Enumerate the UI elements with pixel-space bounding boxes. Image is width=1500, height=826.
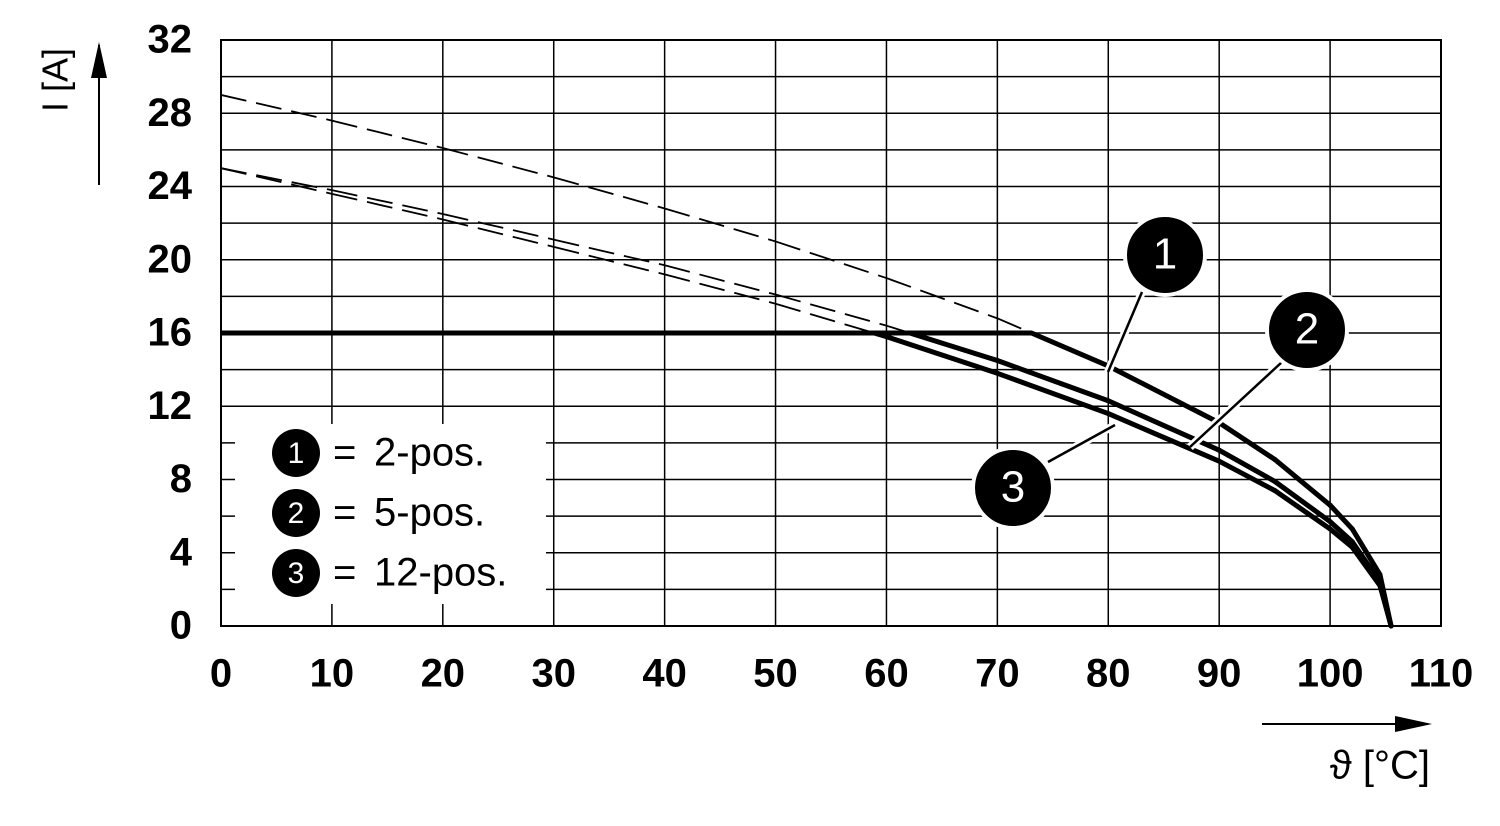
curve-segment [331, 192, 444, 221]
curve-segment [331, 189, 444, 215]
callout-circle [971, 446, 1055, 530]
curve-segment [1105, 363, 1222, 426]
y-tick-label: 12 [148, 384, 193, 428]
y-tick-label: 32 [148, 18, 193, 62]
curve-segment [1028, 330, 1111, 369]
curve-segment [220, 167, 333, 195]
legend-separator: = [333, 551, 356, 595]
legend-circle [272, 549, 320, 597]
curve-segment [994, 370, 1111, 417]
x-tick-label: 10 [310, 652, 355, 696]
callout-circle [1265, 288, 1349, 372]
curve-segment [1349, 526, 1383, 578]
y-tick-label: 16 [148, 311, 193, 355]
y-tick-label: 0 [170, 604, 192, 648]
callout-label: 2 [1295, 305, 1319, 354]
curve-segment [997, 317, 1032, 334]
x-tick-label: 90 [1197, 652, 1242, 696]
plot-frame [220, 39, 1442, 627]
curve-segment [1216, 458, 1278, 493]
curve-segment [442, 218, 554, 248]
callout-circle [1123, 213, 1207, 297]
curve-segment [1327, 519, 1355, 545]
curve-segment [775, 302, 875, 334]
curve-segment [1105, 411, 1222, 464]
legend-marker: 3 [288, 557, 305, 590]
x-axis-label: ϑ [°C] [1330, 744, 1430, 788]
legend-label: 12-pos. [374, 551, 507, 595]
curve-segment [553, 176, 665, 210]
legend-marker: 1 [288, 437, 305, 470]
curve-segment [1272, 456, 1333, 508]
legend-separator: = [333, 431, 356, 475]
curve-segment [1327, 526, 1355, 550]
x-tick-label: 40 [642, 652, 687, 696]
x-tick-label: 20 [421, 652, 466, 696]
y-tick-label: 20 [148, 237, 193, 281]
curve-segment [1216, 447, 1278, 484]
legend-circle [272, 429, 320, 477]
x-tick-label: 80 [1086, 652, 1131, 696]
curve-segment [994, 357, 1111, 404]
curve-segment [1349, 544, 1383, 589]
callout-label: 1 [1153, 230, 1177, 279]
x-arrow-head [1395, 716, 1432, 732]
x-tick-label: 100 [1297, 652, 1364, 696]
x-tick-label: 70 [975, 652, 1020, 696]
curve-segment [1272, 487, 1333, 532]
curve-segment [664, 264, 776, 296]
x-tick-label: 30 [531, 652, 576, 696]
callout-leader [1189, 361, 1283, 448]
curve-segment [775, 293, 887, 327]
curve-segment [907, 330, 1000, 363]
y-arrow-head [91, 42, 107, 78]
y-tick-label: 4 [170, 530, 193, 574]
legend-label: 2-pos. [374, 431, 485, 475]
curve-segment [442, 147, 554, 179]
curve-segment [1216, 420, 1278, 462]
x-tick-label: 50 [753, 652, 798, 696]
curve-segment [1377, 583, 1394, 629]
curve-segment [664, 273, 776, 305]
curve-segment [1327, 502, 1355, 532]
curve-segment [553, 238, 665, 267]
curve-segment [775, 240, 887, 279]
curve-segment [442, 213, 554, 241]
legend-marker: 2 [288, 497, 305, 530]
curve-segment [553, 246, 665, 276]
callout-leader [1047, 423, 1116, 464]
callout-label: 3 [1001, 463, 1025, 512]
callout-leader [1106, 291, 1144, 373]
curve-segment [1272, 478, 1333, 525]
y-tick-label: 28 [148, 91, 193, 135]
curve-segment [883, 334, 1000, 376]
curve-segment [664, 207, 776, 243]
y-axis-label: I [A] [35, 48, 76, 112]
y-tick-label: 24 [148, 164, 193, 208]
curve-segment [886, 277, 998, 320]
curve-segment [220, 94, 333, 122]
x-tick-label: 60 [864, 652, 909, 696]
x-tick-label: 110 [1409, 652, 1474, 696]
curve-segment [331, 119, 444, 149]
legend-separator: = [333, 491, 356, 535]
legend-label: 5-pos. [374, 491, 485, 535]
legend-circle [272, 489, 320, 537]
y-tick-label: 8 [170, 457, 192, 501]
x-tick-label: 0 [210, 652, 232, 696]
